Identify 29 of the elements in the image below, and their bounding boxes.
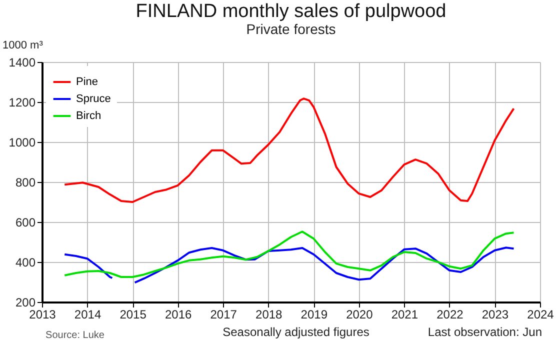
- x-tick-label: 2017: [210, 308, 238, 322]
- x-tick-label: 2015: [120, 308, 147, 322]
- x-tick-label: 2013: [29, 308, 56, 322]
- x-tick-label: 2016: [164, 308, 192, 322]
- legend-label: Spruce: [76, 93, 111, 105]
- y-tick-label: 1000: [8, 136, 36, 150]
- text: Seasonally adjusted figures: [222, 325, 370, 339]
- legend-label: Birch: [76, 110, 102, 122]
- source-note: Source: Luke: [46, 330, 105, 341]
- x-tick-label: 2019: [300, 308, 328, 322]
- x-tick-label: 2023: [482, 308, 509, 322]
- y-tick-label: 800: [15, 176, 36, 190]
- y-axis-title: 1000 m³: [2, 40, 44, 52]
- legend-label: Pine: [76, 76, 98, 88]
- chart-subtitle: Private forests: [246, 21, 336, 37]
- text: Last observation: Jun: [428, 325, 542, 339]
- x-tick-label: 2018: [256, 308, 283, 322]
- chart-title: FINLAND monthly sales of pulpwood: [136, 1, 446, 22]
- x-tick-label: 2022: [436, 308, 464, 322]
- x-tick-label: 2024: [527, 308, 554, 322]
- x-tick-label: 2021: [391, 308, 418, 322]
- x-tick-label: 2014: [74, 308, 102, 322]
- y-tick-label: 1400: [8, 56, 36, 70]
- y-tick-label: 400: [15, 256, 36, 270]
- line-series: [64, 230, 515, 278]
- y-tick-label: 1200: [8, 96, 36, 110]
- y-tick-label: 600: [15, 216, 36, 230]
- x-tick-label: 2020: [346, 308, 374, 322]
- y-tick-label: 200: [15, 296, 36, 310]
